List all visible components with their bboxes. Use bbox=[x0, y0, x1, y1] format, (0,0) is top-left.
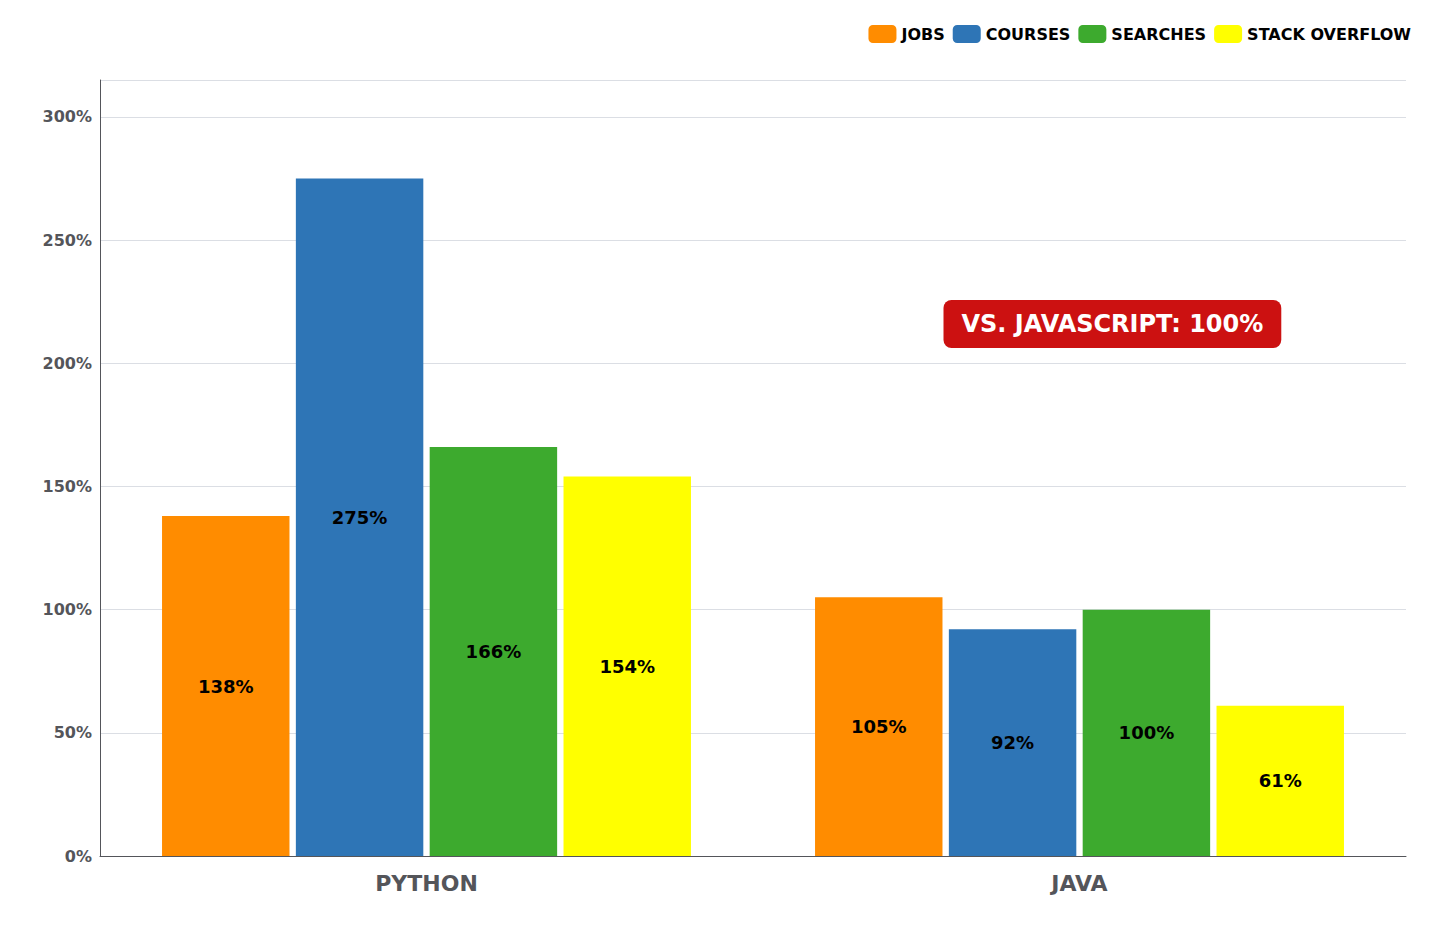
svg-text:166%: 166% bbox=[466, 641, 522, 662]
svg-text:300%: 300% bbox=[43, 107, 92, 126]
svg-text:SEARCHES: SEARCHES bbox=[1111, 25, 1206, 44]
svg-text:154%: 154% bbox=[599, 656, 655, 677]
svg-text:50%: 50% bbox=[54, 723, 92, 742]
svg-text:0%: 0% bbox=[65, 847, 92, 866]
svg-text:138%: 138% bbox=[198, 676, 254, 697]
svg-text:275%: 275% bbox=[332, 507, 388, 528]
svg-text:150%: 150% bbox=[43, 477, 92, 496]
svg-text:STACK OVERFLOW: STACK OVERFLOW bbox=[1247, 25, 1411, 44]
svg-text:250%: 250% bbox=[43, 231, 92, 250]
svg-text:100%: 100% bbox=[1119, 722, 1175, 743]
svg-text:COURSES: COURSES bbox=[986, 25, 1071, 44]
svg-text:JAVA: JAVA bbox=[1049, 871, 1107, 896]
svg-text:105%: 105% bbox=[851, 716, 907, 737]
svg-text:61%: 61% bbox=[1259, 770, 1302, 791]
svg-text:100%: 100% bbox=[43, 600, 92, 619]
svg-text:JOBS: JOBS bbox=[900, 25, 944, 44]
svg-text:PYTHON: PYTHON bbox=[375, 871, 478, 896]
svg-text:92%: 92% bbox=[991, 732, 1034, 753]
svg-text:VS. JAVASCRIPT: 100%: VS. JAVASCRIPT: 100% bbox=[961, 310, 1263, 338]
svg-text:200%: 200% bbox=[43, 354, 92, 373]
